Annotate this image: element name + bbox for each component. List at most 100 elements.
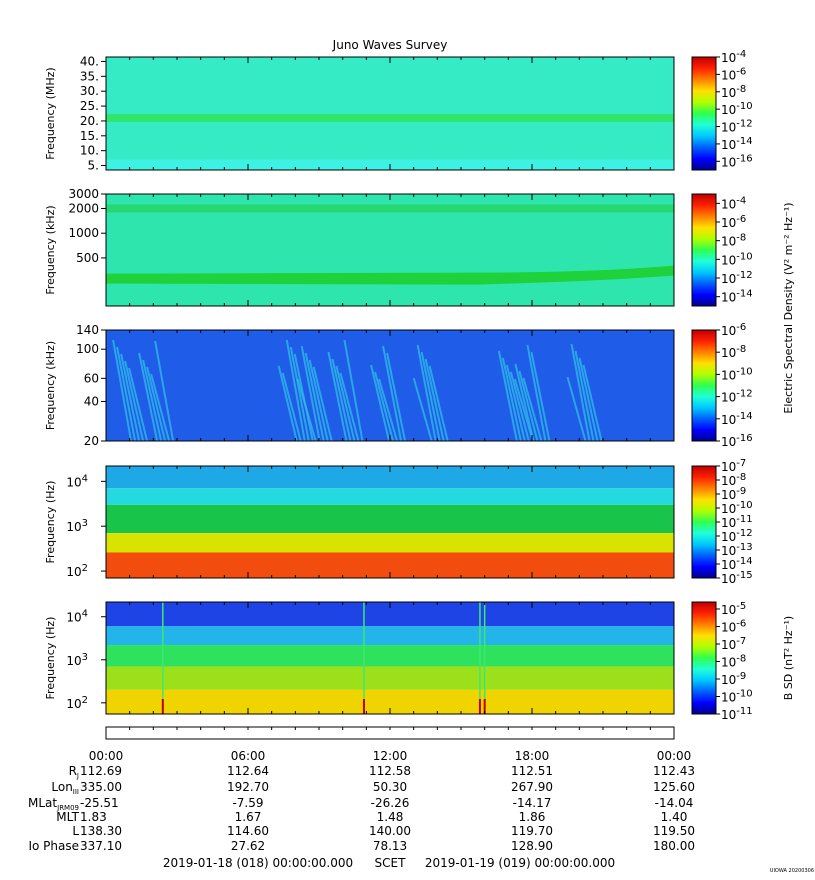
colorbar-tick-label: 10-4	[721, 195, 746, 211]
ephemeris-value: 112.43	[653, 764, 695, 778]
burst-streak	[277, 365, 298, 441]
burst-streak	[530, 351, 551, 441]
y-tick-label: 20.	[80, 114, 99, 128]
y-axis-label: Frequency (MHz)	[44, 67, 57, 159]
ephemeris-time-label: 18:00	[515, 749, 550, 763]
burst-streak	[335, 365, 356, 441]
burst-streak	[146, 366, 167, 441]
burst-streak	[308, 359, 329, 441]
burst-streak	[138, 352, 159, 441]
intensity-layer-3	[106, 504, 674, 534]
colorbar-tick-label: 10-10	[721, 251, 753, 267]
ephemeris-value: -14.17	[513, 796, 552, 810]
intensity-layer-4	[106, 533, 674, 553]
ephemeris-row-label: LonIII	[51, 780, 79, 796]
ephemeris-table: 00:00 06:00 12:00 18:00 00:00 RJ 112.69 112.64 1…	[28, 726, 695, 853]
colorbar-tick-label: 10-9	[721, 486, 746, 502]
colorbar: 10-710-810-910-1010-1110-1210-1310-1410-…	[691, 458, 753, 586]
y-tick-label: 10.	[80, 144, 99, 158]
ephemeris-value: 267.90	[511, 780, 553, 794]
ephemeris-row-label: L	[72, 824, 79, 838]
colorbar-tick-label: 10-14	[721, 411, 753, 427]
panel-1: 40.35.30.25.20.15.10.5. Frequency (MHz) 10…	[44, 49, 753, 173]
ephemeris-time-label: 00:00	[89, 749, 124, 763]
colorbar-gradient	[691, 56, 717, 171]
colorbar-tick-label: 10-6	[721, 322, 746, 338]
ephemeris-value: 114.60	[227, 824, 269, 838]
burst-streak	[296, 378, 317, 441]
ephemeris-value: 1.67	[235, 810, 262, 824]
footer-scet-label: SCET	[375, 856, 407, 870]
y-tick-label: 35.	[80, 69, 99, 83]
ephemeris-value: 112.69	[80, 764, 122, 778]
burst-streak	[578, 357, 599, 441]
y-tick-label: 25.	[80, 99, 99, 113]
y-tick-label: 40	[84, 394, 99, 408]
intensity-layer-2	[106, 626, 674, 646]
colorbar-tick-label: 10-6	[721, 66, 746, 82]
y-tick-label: 103	[66, 518, 88, 534]
panel-4: 104 103 102 Frequency (Hz) 10-710-810-910-10…	[44, 458, 753, 586]
y-tick-label: 100	[76, 342, 99, 356]
burst-streak	[497, 350, 518, 441]
rising-emission-band	[106, 265, 674, 285]
burst-streak	[289, 346, 310, 441]
y-tick-label: 102	[66, 563, 88, 579]
spectrogram-panels: 40.35.30.25.20.15.10.5. Frequency (MHz) 10…	[44, 49, 795, 722]
intensity-layer-4	[106, 666, 674, 690]
colorbar-tick-label: 10-6	[721, 619, 746, 635]
colorbar-gradient	[691, 601, 717, 715]
ephemeris-value: 50.30	[373, 780, 407, 794]
panel-3: 140 100 60 40 20 Frequency (kHz) 10-6 10-8 10-10…	[44, 322, 753, 449]
burst-streak	[522, 377, 543, 441]
y-axis-label: Frequency (Hz)	[44, 617, 57, 700]
burst-streak	[300, 345, 321, 441]
colorbar-tick-label: 10-8	[721, 344, 746, 360]
ephemeris-value: 112.58	[369, 764, 411, 778]
colorbar-tick-label: 10-11	[721, 706, 753, 722]
colorbar-tick-label: 10-12	[721, 528, 753, 544]
ephemeris-time-label: 00:00	[657, 749, 692, 763]
colorbar-tick-label: 10-12	[721, 270, 753, 286]
y-tick-label: 15.	[80, 129, 99, 143]
y-tick-label: 60	[84, 371, 99, 385]
intensity-layer-2	[106, 488, 674, 505]
colorbar-tick-label: 10-9	[721, 671, 746, 687]
footer-end-time: 2019-01-19 (019) 00:00:00.000	[425, 856, 615, 870]
burst-streak	[424, 358, 445, 441]
colorbar-tick-label: 10-8	[721, 84, 746, 100]
spectrogram-body	[106, 602, 674, 714]
colorbar-tick-label: 10-14	[721, 289, 753, 305]
colorbar-gradient	[691, 329, 717, 442]
ephemeris-value: 78.13	[373, 839, 407, 853]
colorbar-tick-label: 10-14	[721, 556, 753, 572]
burst-streak	[566, 376, 587, 441]
ephemeris-row-label: MLatJRM09	[28, 796, 79, 812]
ephemeris-value: 119.50	[653, 824, 695, 838]
colorbar-gradient	[691, 193, 717, 307]
burst-streak	[428, 365, 449, 441]
y-tick-label: 20	[84, 434, 99, 448]
y-tick-label: 103	[66, 652, 88, 668]
burst-streak	[386, 352, 407, 441]
ephemeris-value: 1.86	[519, 810, 546, 824]
colorbar-tick-label: 10-8	[721, 233, 746, 249]
burst-streak	[285, 339, 306, 441]
burst-streak	[582, 364, 603, 441]
y-tick-label: 2000	[68, 201, 99, 215]
ephemeris-time-label: 12:00	[373, 749, 408, 763]
colorbar-tick-label: 10-7	[721, 636, 746, 652]
y-tick-label: 5.	[88, 159, 99, 173]
y-tick-label: 104	[66, 609, 88, 625]
burst-streak	[327, 351, 348, 441]
emission-band-1	[106, 204, 674, 213]
ephemeris-value: 1.40	[661, 810, 688, 824]
ephemeris-value: 125.60	[653, 780, 695, 794]
burst-streak	[412, 377, 433, 441]
y-axis-label: Frequency (kHz)	[44, 205, 57, 294]
ephemeris-value: 335.00	[80, 780, 122, 794]
ephemeris-value: 128.90	[511, 839, 553, 853]
burst-streak	[514, 363, 535, 441]
